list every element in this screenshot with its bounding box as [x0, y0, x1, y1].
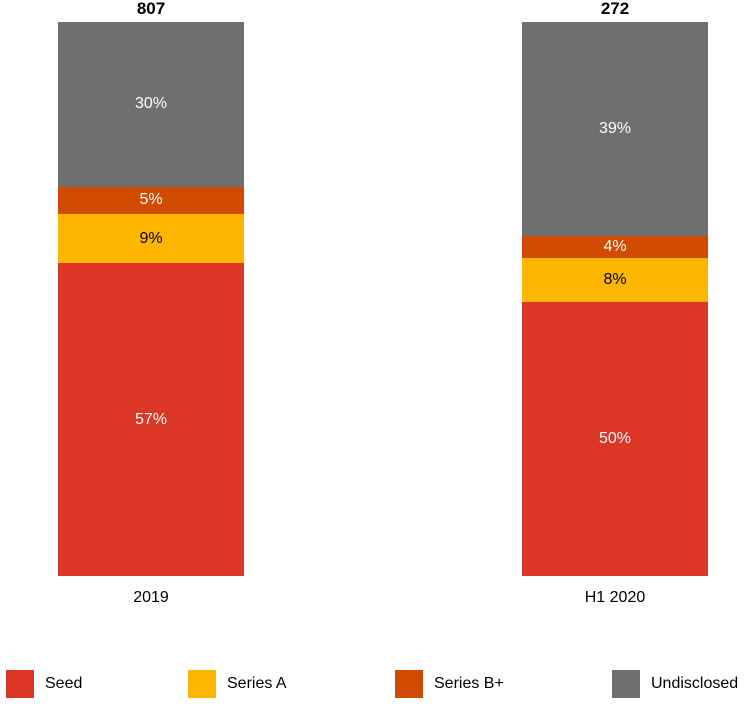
- segment-value-label: 57%: [134, 410, 168, 428]
- bar-segment-series-b: 5%: [58, 186, 244, 214]
- legend-swatch-series-a: [188, 669, 216, 698]
- bar-group-2019: 807 30% 5% 9% 57% 2019: [58, 0, 244, 607]
- legend-label-undisclosed: Undisclosed: [651, 674, 739, 692]
- legend-label-series-b: Series B+: [434, 674, 504, 692]
- bar-segment-series-a: 9%: [58, 213, 244, 264]
- bar-segment-seed: 50%: [522, 301, 708, 576]
- bar-segment-seed: 57%: [58, 263, 244, 576]
- legend-item-undisclosed: Undisclosed: [612, 669, 738, 698]
- legend: Seed Series A Series B+ Undisclosed: [0, 669, 749, 698]
- legend-swatch-seed: [6, 669, 34, 698]
- x-axis-label-2019: 2019: [133, 589, 169, 606]
- bar-total-label-2019: 807: [136, 0, 166, 18]
- bar-group-h1-2020: 272 39% 4% 8% 50% H1 2020: [522, 0, 708, 607]
- segment-value-label: 5%: [139, 191, 163, 209]
- bar-segment-undisclosed: 30%: [58, 22, 244, 187]
- legend-swatch-undisclosed: [612, 669, 640, 698]
- segment-value-label: 39%: [598, 119, 632, 137]
- segment-value-label: 9%: [139, 229, 163, 247]
- legend-label-seed: Seed: [45, 674, 83, 692]
- legend-item-seed: Seed: [6, 669, 82, 698]
- legend-item-series-b: Series B+: [395, 669, 504, 698]
- x-axis-label-h1-2020: H1 2020: [584, 589, 646, 606]
- stacked-bar-h1-2020: 39% 4% 8% 50%: [522, 22, 708, 576]
- segment-value-label: 30%: [134, 95, 168, 113]
- segment-value-label: 4%: [603, 237, 627, 255]
- bar-total-label-h1-2020: 272: [600, 0, 630, 18]
- legend-label-series-a: Series A: [227, 674, 287, 692]
- bar-segment-series-a: 8%: [522, 257, 708, 302]
- stacked-bar-2019: 30% 5% 9% 57%: [58, 22, 244, 576]
- legend-item-series-a: Series A: [188, 669, 287, 698]
- segment-value-label: 50%: [598, 429, 632, 447]
- bar-segment-series-b: 4%: [522, 235, 708, 258]
- legend-swatch-series-b: [395, 669, 423, 698]
- segment-value-label: 8%: [603, 270, 627, 288]
- bar-segment-undisclosed: 39%: [522, 22, 708, 236]
